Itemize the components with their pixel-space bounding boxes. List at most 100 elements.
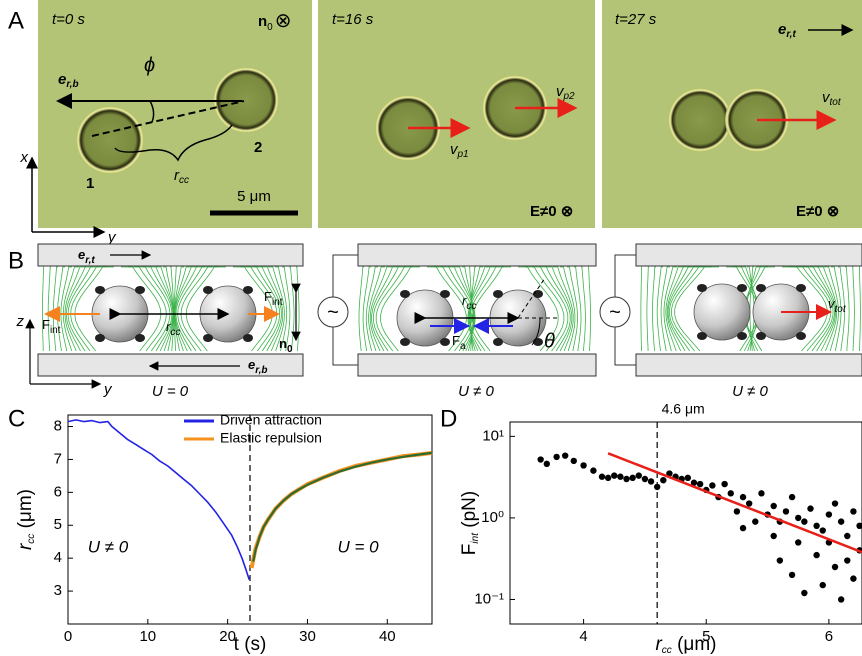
data-point: [820, 527, 826, 533]
defect: [737, 332, 747, 340]
data-point: [605, 475, 611, 481]
time-label: t=27 s: [615, 11, 657, 28]
axis-label: z: [16, 313, 25, 330]
x-tick-label: 40: [379, 628, 396, 645]
particle-label: 2: [254, 139, 262, 156]
panel-label: A: [8, 7, 24, 34]
data-point: [685, 475, 691, 481]
y-axis-label: Fint (pN): [459, 491, 481, 555]
force-label: Fint: [264, 289, 283, 307]
defect: [135, 334, 145, 342]
data-point: [752, 518, 758, 524]
source-symbol: ~: [327, 301, 339, 323]
x-tick-label: 6: [825, 628, 833, 645]
axis-label: y: [107, 229, 117, 246]
angle-label: ϕ: [144, 54, 155, 76]
force-label: Fa: [452, 333, 466, 351]
x-tick-label: 10: [139, 628, 156, 645]
defect: [697, 332, 707, 340]
defect: [737, 284, 747, 292]
particle: [668, 88, 732, 152]
annotation: U = 0: [337, 537, 379, 556]
x-axis-label: rcc (μm): [655, 634, 716, 656]
defect: [400, 290, 410, 298]
data-point: [770, 533, 776, 539]
panel-label: B: [8, 247, 24, 274]
time-label: t=0 s: [52, 11, 85, 28]
data-point: [642, 476, 648, 482]
x-tick-label: 4: [579, 628, 587, 645]
annotation: 4.6 μm: [662, 401, 705, 417]
data-point: [544, 461, 550, 467]
figure: A t=0 s t=16 s t=27 s n0⊗ er,b ϕ 1 2 rcc…: [0, 0, 862, 656]
field-line: [852, 267, 854, 351]
data-point: [838, 596, 844, 602]
defect: [756, 284, 766, 292]
data-point: [795, 515, 801, 521]
field-line: [667, 267, 691, 351]
field-line: [653, 267, 657, 351]
text-part: (pN): [459, 491, 480, 533]
data-point: [832, 500, 838, 506]
panel-label: D: [440, 405, 457, 432]
micrograph: [318, 0, 595, 228]
data-point: [734, 508, 740, 514]
particle: [76, 106, 144, 174]
data-line: [608, 453, 862, 552]
data-point: [629, 475, 635, 481]
data-point: [783, 508, 789, 514]
defect: [95, 286, 105, 294]
data-point: [654, 484, 660, 490]
text-part: F: [459, 544, 480, 556]
defect: [400, 338, 410, 346]
scale-label: 5 μm: [237, 188, 271, 205]
plate: [636, 244, 862, 266]
y-tick-label: 7: [54, 450, 62, 467]
data-point: [562, 452, 568, 458]
director-label: n0⊗: [258, 10, 292, 32]
y-tick-label: 10¹: [482, 427, 504, 444]
legend-label: Driven attraction: [220, 412, 322, 428]
data-point: [789, 572, 795, 578]
data-point: [660, 477, 666, 483]
plot-frame: [510, 422, 862, 624]
field-label: E≠0 ⊗: [796, 203, 839, 220]
plate: [636, 354, 862, 376]
time-label: t=16 s: [332, 11, 374, 28]
voltage-label: U ≠ 0: [458, 383, 494, 400]
field-label: E≠0 ⊗: [530, 203, 573, 220]
field-line: [53, 267, 58, 351]
data-point: [746, 500, 752, 506]
text-part: cc: [26, 534, 37, 544]
defect: [493, 290, 503, 298]
particle-label: 1: [86, 175, 94, 192]
defect: [796, 332, 806, 340]
data-point: [807, 505, 813, 511]
text-part: t (s): [234, 634, 267, 655]
data-point: [553, 454, 559, 460]
data-point: [740, 525, 746, 531]
data-point: [580, 462, 586, 468]
annotation: U ≠ 0: [88, 537, 129, 556]
defect: [796, 284, 806, 292]
y-tick-label: 6: [54, 483, 62, 500]
data-point: [801, 518, 807, 524]
data-point: [590, 467, 596, 473]
data-point: [709, 482, 715, 488]
data-point: [820, 582, 826, 588]
data-point: [795, 539, 801, 545]
data-point: [844, 533, 850, 539]
data-point: [770, 503, 776, 509]
field-line: [668, 267, 698, 351]
x-tick-label: 30: [299, 628, 316, 645]
data-point: [599, 474, 605, 480]
axis-label: y: [103, 381, 113, 398]
field-line: [581, 267, 585, 351]
defect: [95, 334, 105, 342]
data-point: [856, 523, 862, 529]
data-point: [850, 575, 856, 581]
text-part: (μm): [672, 634, 717, 655]
defect: [243, 334, 253, 342]
director-label: n0: [279, 336, 293, 354]
data-point: [838, 518, 844, 524]
